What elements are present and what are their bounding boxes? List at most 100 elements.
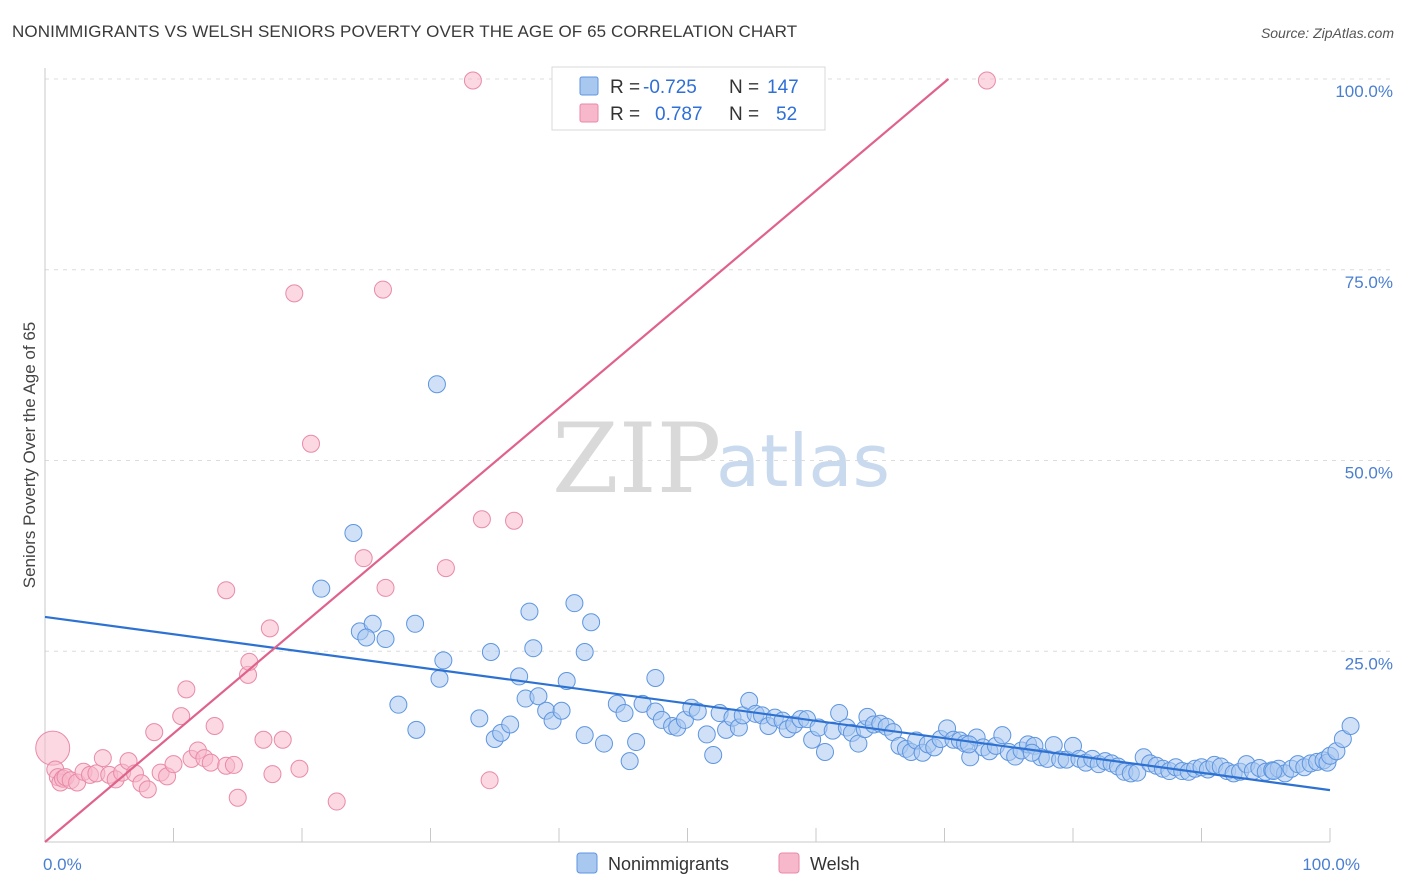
x-tick-label-1: 100.0% — [1302, 855, 1360, 874]
stats-legend-swatch-welsh — [579, 103, 599, 123]
point-welsh-44 — [354, 549, 373, 568]
point-welsh-0 — [35, 730, 71, 766]
point-nonimmigrants-0 — [312, 579, 331, 598]
watermark: ZIP atlas — [552, 403, 890, 515]
point-nonimmigrants-5 — [357, 628, 376, 647]
series-welsh-points — [35, 71, 996, 811]
point-nonimmigrants-36 — [646, 668, 665, 687]
y-tick-label-1: 50.0% — [1345, 464, 1393, 483]
point-welsh-24 — [177, 680, 196, 699]
chart-source: Source: ZipAtlas.com — [1260, 25, 1394, 41]
stats-legend-swatch-nonimmigrants — [579, 76, 599, 96]
point-welsh-29 — [205, 717, 224, 736]
watermark-atlas: atlas — [716, 419, 890, 503]
point-welsh-35 — [240, 652, 259, 671]
point-nonimmigrants-1 — [344, 523, 363, 542]
point-welsh-48 — [463, 71, 482, 90]
point-nonimmigrants-20 — [524, 639, 543, 658]
stats-legend-n-value-1: 147 — [767, 77, 799, 98]
point-nonimmigrants-2 — [427, 375, 446, 394]
point-welsh-23 — [172, 707, 191, 726]
stats-legend-r-value-1: -0.725 — [643, 77, 697, 98]
stats-legend-r-value-2: 0.787 — [655, 104, 703, 125]
data-points — [35, 71, 1360, 811]
point-welsh-18 — [138, 780, 157, 799]
point-nonimmigrants-6 — [376, 630, 395, 649]
point-welsh-41 — [290, 759, 309, 778]
point-welsh-43 — [327, 792, 346, 811]
point-nonimmigrants-13 — [470, 709, 489, 728]
point-nonimmigrants-44 — [697, 725, 716, 744]
y-axis-label: Seniors Poverty Over the Age of 65 — [20, 322, 39, 588]
point-nonimmigrants-33 — [620, 752, 639, 771]
y-tick-label-2: 75.0% — [1345, 273, 1393, 292]
point-welsh-40 — [285, 284, 304, 303]
bottom-legend-label-welsh: Welsh — [810, 854, 860, 874]
point-nonimmigrants-10 — [434, 651, 453, 670]
point-welsh-31 — [217, 581, 236, 600]
point-welsh-32 — [224, 755, 243, 774]
point-nonimmigrants-45 — [704, 746, 723, 765]
point-welsh-36 — [254, 730, 273, 749]
point-nonimmigrants-12 — [481, 643, 500, 662]
point-nonimmigrants-11 — [430, 669, 449, 688]
point-nonimmigrants-26 — [565, 594, 584, 613]
series-nonimmigrants-points — [312, 375, 1360, 783]
point-welsh-19 — [145, 723, 164, 742]
point-nonimmigrants-30 — [594, 734, 613, 753]
point-nonimmigrants-43 — [688, 702, 707, 721]
point-nonimmigrants-19 — [520, 602, 539, 621]
y-tick-labels: 25.0% 50.0% 75.0% 100.0% — [1335, 82, 1393, 673]
point-welsh-37 — [260, 619, 279, 638]
trend-line-nonimmigrants — [44, 615, 1331, 792]
stats-legend: R = -0.725 N = 147 R = 0.787 N = 52 — [551, 66, 826, 131]
trend-lines — [44, 78, 1331, 843]
point-welsh-51 — [505, 511, 524, 530]
bottom-legend: Nonimmigrants Welsh — [576, 852, 860, 874]
x-tick-labels: 0.0% 100.0% — [43, 855, 1360, 874]
trend-line-welsh — [44, 78, 950, 843]
point-nonimmigrants-92 — [993, 726, 1012, 745]
bottom-legend-label-nonimmigrants: Nonimmigrants — [608, 854, 729, 874]
point-nonimmigrants-29 — [582, 613, 601, 632]
point-nonimmigrants-65 — [830, 704, 849, 723]
watermark-zip: ZIP — [552, 403, 721, 515]
point-welsh-47 — [436, 559, 455, 578]
stats-legend-n-value-2: 52 — [776, 104, 797, 125]
point-welsh-28 — [201, 753, 220, 772]
point-nonimmigrants-149 — [1022, 743, 1041, 762]
stats-legend-r-label-1: R = — [610, 77, 640, 98]
point-welsh-49 — [472, 510, 491, 529]
point-nonimmigrants-24 — [552, 701, 571, 720]
point-welsh-11 — [93, 749, 112, 768]
point-nonimmigrants-34 — [627, 733, 646, 752]
point-nonimmigrants-25 — [557, 672, 576, 691]
bottom-legend-swatch-nonimmigrants — [576, 852, 598, 874]
point-nonimmigrants-27 — [575, 726, 594, 745]
stats-legend-n-label-1: N = — [729, 77, 759, 98]
point-welsh-45 — [376, 578, 395, 597]
point-welsh-46 — [373, 280, 392, 299]
grid-lines — [45, 78, 1393, 652]
stats-legend-n-label-2: N = — [729, 104, 759, 125]
point-welsh-50 — [480, 771, 499, 790]
point-nonimmigrants-32 — [615, 704, 634, 723]
point-welsh-22 — [164, 755, 183, 774]
point-nonimmigrants-21 — [529, 687, 548, 706]
point-nonimmigrants-16 — [501, 715, 520, 734]
point-welsh-53 — [977, 71, 996, 90]
bottom-legend-swatch-welsh — [778, 852, 800, 874]
point-nonimmigrants-7 — [406, 614, 425, 633]
point-welsh-38 — [263, 765, 282, 784]
point-nonimmigrants-28 — [575, 643, 594, 662]
point-nonimmigrants-8 — [389, 695, 408, 714]
point-nonimmigrants-9 — [407, 720, 426, 739]
point-welsh-39 — [273, 730, 292, 749]
point-nonimmigrants-148 — [1264, 762, 1283, 781]
point-nonimmigrants-147 — [1341, 717, 1360, 736]
point-welsh-42 — [301, 434, 320, 453]
x-ticks — [44, 828, 1331, 842]
stats-legend-r-label-2: R = — [610, 104, 640, 125]
point-nonimmigrants-150 — [959, 735, 978, 754]
